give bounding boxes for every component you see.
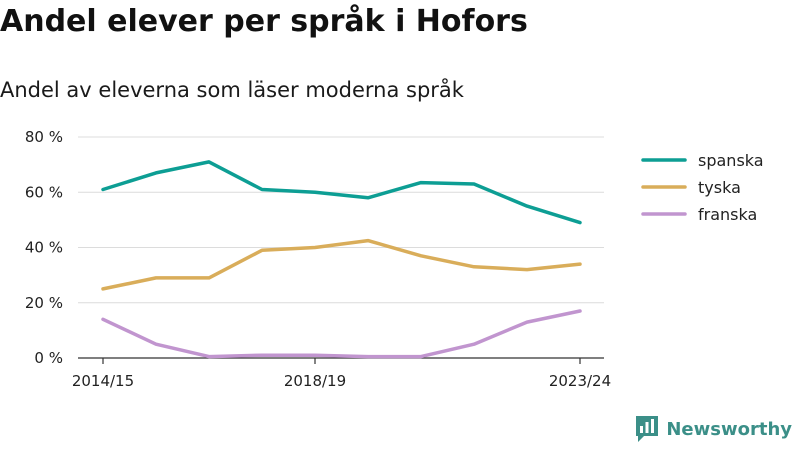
- legend-label-spanska: spanska: [698, 151, 764, 170]
- y-tick-label: 20 %: [25, 294, 63, 312]
- y-tick-label: 40 %: [25, 239, 63, 257]
- y-tick-label: 80 %: [25, 128, 63, 146]
- chart-subtitle: Andel av eleverna som läser moderna språ…: [0, 78, 464, 102]
- bar-chart-icon: [636, 416, 659, 442]
- series-line-spanska: [101, 160, 582, 225]
- brand-logo: Newsworthy: [634, 414, 792, 444]
- y-tick-label: 0 %: [34, 349, 63, 367]
- legend-label-franska: franska: [698, 205, 757, 224]
- x-tick-label: 2014/15: [72, 372, 134, 390]
- y-tick-label: 60 %: [25, 183, 63, 201]
- series-line-franska: [101, 309, 582, 359]
- x-tick-label: 2023/24: [549, 372, 611, 390]
- chart-title: Andel elever per språk i Hofors: [0, 4, 528, 39]
- x-tick-label: 2018/19: [284, 372, 346, 390]
- series-line-tyska: [101, 238, 582, 291]
- brand-name: Newsworthy: [666, 418, 792, 440]
- legend-label-tyska: tyska: [698, 178, 741, 197]
